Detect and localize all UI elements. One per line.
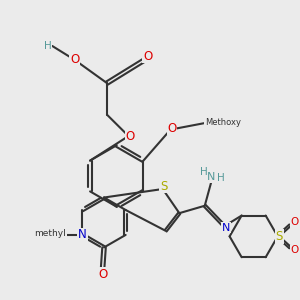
Text: O: O [290, 245, 298, 256]
Text: O: O [70, 53, 79, 66]
Text: O: O [125, 130, 135, 142]
Text: S: S [160, 180, 168, 193]
Text: N: N [78, 228, 87, 242]
Text: S: S [275, 230, 283, 243]
Text: N: N [207, 172, 215, 182]
Text: O: O [290, 217, 298, 227]
Text: H: H [200, 167, 207, 177]
Text: O: O [98, 268, 107, 281]
Text: H: H [217, 173, 224, 183]
Text: H: H [44, 41, 52, 51]
Text: O: O [167, 122, 177, 135]
Text: Methoxy: Methoxy [205, 118, 241, 127]
Text: O: O [143, 50, 152, 62]
Text: N: N [222, 223, 230, 232]
Text: methyl: methyl [34, 229, 66, 238]
